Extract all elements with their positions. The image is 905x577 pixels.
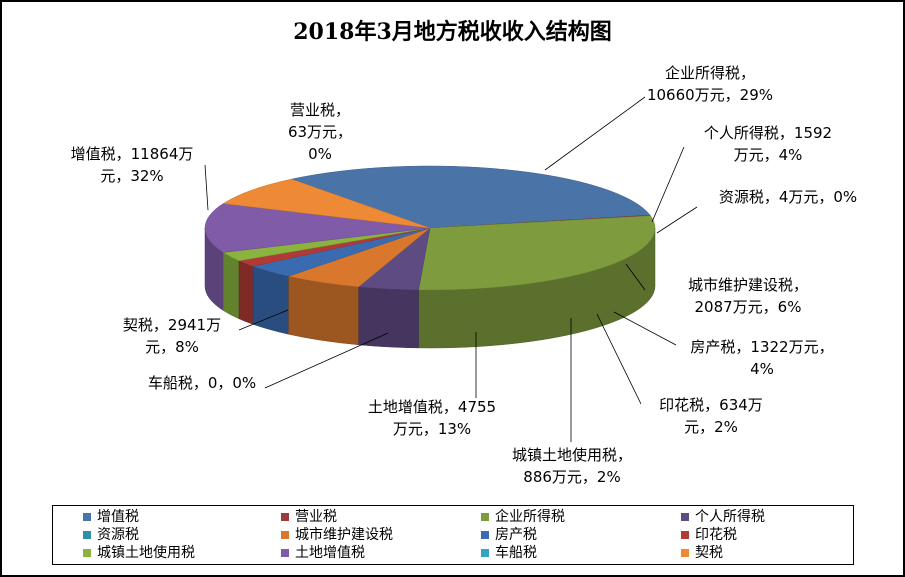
data-label-4-line-1: 个人所得税，1592	[704, 124, 832, 142]
data-label-11-line-1: 车船税，0，0%	[148, 374, 256, 392]
legend-swatch	[83, 531, 91, 539]
legend-label: 个人所得税	[695, 509, 765, 525]
data-label-1-line-1: 增值税，11864万	[71, 145, 194, 163]
pie-side-slice-9	[223, 252, 240, 320]
legend-swatch	[281, 531, 289, 539]
leader-line-6	[625, 263, 646, 291]
pie-top-faces	[204, 165, 656, 291]
legend-item-2: 营业税	[281, 508, 337, 526]
data-label-2-line-2: 63万元，	[288, 123, 352, 141]
legend-label: 资源税	[97, 527, 139, 543]
data-label-3-line-2: 10660万元，29%	[647, 86, 773, 104]
legend-item-4: 个人所得税	[681, 508, 765, 526]
legend-swatch	[281, 549, 289, 557]
leader-line-8	[596, 313, 642, 405]
legend-label: 印花税	[695, 527, 737, 543]
pie-slice-12	[222, 178, 431, 229]
legend-swatch	[83, 513, 91, 521]
data-label-2-line-3: 0%	[308, 145, 332, 163]
legend-label: 城市维护建设税	[295, 527, 393, 543]
legend-swatch	[681, 513, 689, 521]
data-label-9-line-1: 城镇土地使用税，	[512, 446, 632, 464]
data-label-10-line-2: 万元，13%	[393, 420, 471, 438]
legend-item-12: 契税	[681, 544, 723, 562]
data-label-5-line-1: 资源税，4万元，0%	[719, 188, 857, 206]
data-label-6-line-2: 2087万元，6%	[695, 298, 802, 316]
legend-label: 契税	[695, 545, 723, 561]
legend-item-7: 房产税	[481, 526, 537, 544]
legend-item-11: 车船税	[481, 544, 537, 562]
data-label-4-line-2: 万元，4%	[734, 146, 803, 164]
pie-slice-10	[204, 203, 431, 253]
legend-item-9: 城镇土地使用税	[83, 544, 195, 562]
legend-item-5: 资源税	[83, 526, 139, 544]
pie-slice-1	[290, 165, 651, 229]
legend-item-8: 印花税	[681, 526, 737, 544]
data-label-7-line-2: 4%	[750, 360, 774, 378]
data-label-7-line-1: 房产税，1322万元，	[690, 338, 833, 356]
data-label-2-line-1: 营业税，	[290, 101, 350, 119]
pie-side-slice-7	[252, 265, 289, 335]
legend-label: 车船税	[495, 545, 537, 561]
legend-item-10: 土地增值税	[281, 544, 365, 562]
leader-line-3	[544, 96, 646, 171]
leader-line-11	[264, 332, 389, 389]
legend-label: 营业税	[295, 509, 337, 525]
leader-line-5	[656, 206, 698, 234]
pie-side-slice-4	[358, 286, 419, 349]
legend-swatch	[681, 531, 689, 539]
legend-swatch	[481, 549, 489, 557]
legend-swatch	[83, 549, 91, 557]
legend-item-6: 城市维护建设税	[281, 526, 393, 544]
leader-line-7	[613, 311, 677, 346]
data-label-1-line-2: 元，32%	[100, 167, 163, 185]
leader-line-12	[238, 309, 289, 331]
pie-side-slice-8	[238, 260, 254, 325]
pie-side-walls	[204, 227, 656, 349]
legend-item-1: 增值税	[83, 508, 139, 526]
data-label-3-line-1: 企业所得税，	[665, 64, 755, 82]
legend-label: 增值税	[97, 509, 139, 525]
legend-label: 企业所得税	[495, 509, 565, 525]
data-label-12-line-1: 契税，2941万	[123, 316, 221, 334]
legend-item-3: 企业所得税	[481, 508, 565, 526]
data-label-10-line-1: 土地增值税，4755	[368, 398, 496, 416]
chart-title: 2018年3月地方税收收入结构图	[293, 19, 612, 45]
legend-swatch	[281, 513, 289, 521]
data-label-8-line-2: 元，2%	[684, 418, 738, 436]
leader-line-4	[651, 146, 685, 223]
legend-swatch	[481, 531, 489, 539]
pie-slice-3	[418, 215, 656, 291]
pie-side-slice-6	[288, 275, 359, 346]
data-label-6-line-1: 城市维护建设税，	[688, 276, 808, 294]
data-label-9-line-2: 886万元，2%	[523, 468, 620, 486]
legend-swatch	[481, 513, 489, 521]
legend-label: 房产税	[495, 527, 537, 543]
data-label-8-line-1: 印花税，634万	[659, 396, 763, 414]
legend-label: 城镇土地使用税	[97, 545, 195, 561]
legend-label: 土地增值税	[295, 545, 365, 561]
leader-line-1	[204, 164, 209, 211]
data-label-12-line-2: 元，8%	[145, 338, 199, 356]
chart-legend: 增值税 营业税 企业所得税 个人所得税资源税 城市维护建设税 房产税 印花税城镇土地使用税 土…	[52, 505, 854, 565]
legend-swatch	[681, 549, 689, 557]
